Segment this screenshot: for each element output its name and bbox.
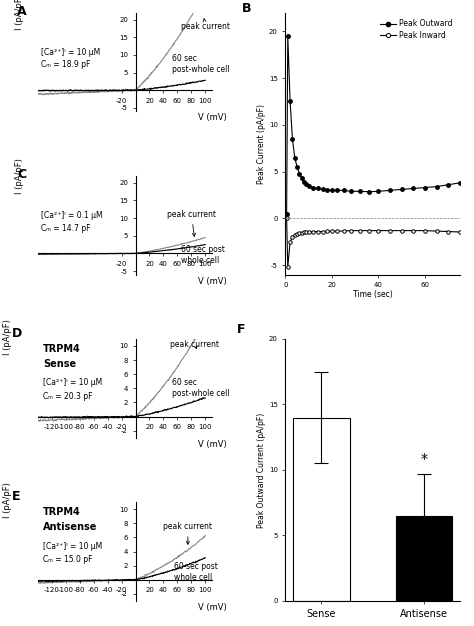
Y-axis label: I (pA/pF): I (pA/pF) [3, 319, 12, 355]
Text: Antisense: Antisense [43, 522, 98, 532]
Y-axis label: Peak Current (pA/pF): Peak Current (pA/pF) [257, 103, 266, 183]
Text: Sense: Sense [43, 359, 76, 369]
Text: TRPM4: TRPM4 [43, 344, 81, 354]
Text: [Ca²⁺]ᴵ = 10 μM: [Ca²⁺]ᴵ = 10 μM [43, 379, 102, 387]
X-axis label: Time (sec): Time (sec) [353, 290, 392, 299]
Bar [396, 516, 452, 601]
Y-axis label: I (pA/pF): I (pA/pF) [15, 158, 24, 193]
Y-axis label: I (pA/pF): I (pA/pF) [3, 482, 12, 518]
X-axis label: V (mV): V (mV) [198, 113, 227, 123]
Text: peak current: peak current [171, 340, 219, 349]
X-axis label: V (mV): V (mV) [198, 277, 227, 285]
Text: A: A [17, 4, 27, 18]
Text: *: * [420, 453, 427, 466]
Bar [293, 418, 350, 601]
Text: 60 sec
post-whole cell: 60 sec post-whole cell [172, 54, 229, 74]
Text: peak current: peak current [181, 19, 230, 31]
Text: B: B [242, 2, 251, 15]
Text: 60 sec post
whole cell: 60 sec post whole cell [174, 562, 218, 582]
Text: [Ca²⁺]ᴵ = 0.1 μM: [Ca²⁺]ᴵ = 0.1 μM [41, 211, 103, 220]
Text: peak current: peak current [164, 522, 212, 544]
X-axis label: V (mV): V (mV) [198, 439, 227, 449]
Text: E: E [12, 490, 20, 503]
Text: Cₘ = 18.9 pF: Cₘ = 18.9 pF [41, 61, 91, 69]
Y-axis label: I (pA/pF): I (pA/pF) [15, 0, 24, 31]
Text: 60 sec
post-whole cell: 60 sec post-whole cell [172, 378, 229, 398]
Legend: Peak Outward, Peak Inward: Peak Outward, Peak Inward [376, 16, 456, 43]
Text: Cₘ = 15.0 pF: Cₘ = 15.0 pF [43, 555, 92, 565]
Text: D: D [12, 327, 22, 340]
Text: C: C [17, 168, 26, 181]
Text: [Ca²⁺]ᴵ = 10 μM: [Ca²⁺]ᴵ = 10 μM [43, 541, 102, 551]
Text: F: F [237, 323, 245, 336]
Text: TRPM4: TRPM4 [43, 507, 81, 517]
Text: Cₘ = 20.3 pF: Cₘ = 20.3 pF [43, 393, 92, 401]
Text: 60 sec post
whole cell: 60 sec post whole cell [181, 245, 225, 265]
X-axis label: V (mV): V (mV) [198, 603, 227, 612]
Text: Cₘ = 14.7 pF: Cₘ = 14.7 pF [41, 223, 91, 233]
Y-axis label: Peak Outward Current (pA/pF): Peak Outward Current (pA/pF) [257, 413, 266, 528]
Text: peak current: peak current [167, 210, 216, 236]
Text: [Ca²⁺]ᴵ = 10 μM: [Ca²⁺]ᴵ = 10 μM [41, 48, 100, 56]
